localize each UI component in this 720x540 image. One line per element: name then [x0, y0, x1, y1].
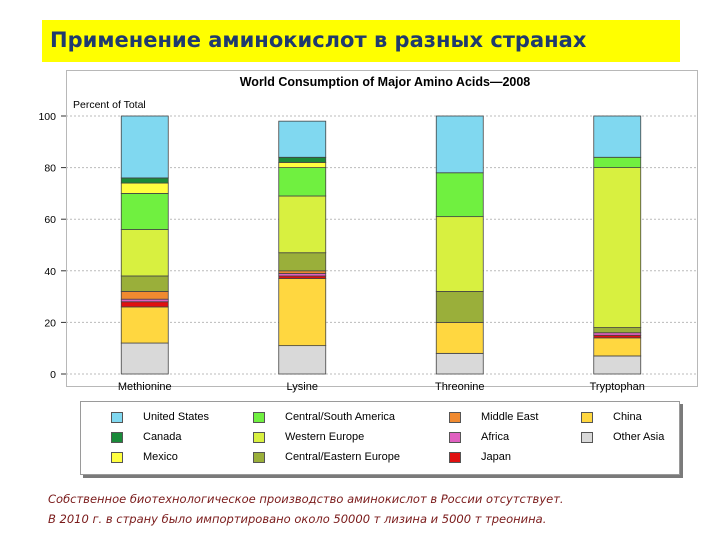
legend-swatch	[111, 452, 123, 463]
bar-segment	[593, 355, 642, 375]
legend-swatch	[449, 432, 461, 443]
legend-swatch	[111, 432, 123, 443]
legend-swatch	[449, 452, 461, 463]
legend-label: United States	[143, 411, 210, 423]
legend-swatch	[581, 432, 593, 443]
legend-swatch	[581, 412, 593, 423]
footnote-line-1: Собственное биотехнологическое производс…	[48, 492, 564, 506]
bar-segment	[120, 115, 169, 179]
bar-segment	[278, 252, 327, 272]
bar-segment	[278, 278, 327, 347]
y-tick-label: 20	[44, 317, 56, 329]
y-tick-label: 60	[44, 214, 56, 226]
bar-segment	[120, 192, 169, 230]
bar-segment	[120, 291, 169, 300]
x-category-label: Methionine	[118, 381, 172, 393]
bar-segment	[120, 306, 169, 344]
bar-segment	[278, 345, 327, 375]
y-tick-label: 80	[44, 163, 56, 175]
legend-label: Western Europe	[285, 431, 365, 443]
legend-swatch	[253, 412, 265, 423]
chart-frame	[66, 70, 698, 387]
x-category-label: Lysine	[287, 381, 318, 393]
legend-label: Central/South America	[285, 411, 396, 423]
bar-segment	[435, 321, 484, 354]
chart-legend: United States Central/South America Middle…	[80, 401, 680, 475]
slide-title-bar: Применение аминокислот в разных странах	[42, 20, 680, 62]
bar-segment	[120, 182, 169, 194]
slide-title: Применение аминокислот в разных странах	[50, 28, 587, 52]
x-category-label: Tryptophan	[590, 381, 645, 393]
legend-label: Central/Eastern Europe	[285, 451, 400, 463]
bar-segment	[120, 342, 169, 375]
bar-segment	[120, 301, 169, 308]
bar-segment	[278, 167, 327, 197]
bar-segment	[120, 177, 169, 184]
bar-segment	[435, 115, 484, 174]
bar-segment	[278, 195, 327, 254]
bar-segment	[278, 156, 327, 163]
legend-label: Africa	[481, 431, 510, 443]
bar-segment	[435, 352, 484, 375]
bar-segment	[120, 229, 169, 277]
bar-segment	[593, 167, 642, 328]
legend-swatch	[449, 412, 461, 423]
stacked-bar-chart: World Consumption of Major Amino Acids—2…	[38, 75, 696, 393]
bar-segment	[435, 172, 484, 218]
legend-swatch	[253, 452, 265, 463]
chart-title: World Consumption of Major Amino Acids—2…	[240, 75, 531, 89]
y-axis-label: Percent of Total	[73, 99, 146, 111]
x-category-label: Threonine	[435, 381, 485, 393]
bar-segment	[593, 327, 642, 334]
legend-swatch	[253, 432, 265, 443]
legend-label: Mexico	[143, 451, 178, 463]
bar-segment	[435, 291, 484, 323]
legend-label: Japan	[481, 451, 511, 463]
bar-segment	[278, 120, 327, 158]
y-tick-label: 40	[44, 266, 56, 278]
legend-label: Canada	[143, 431, 182, 443]
bar-segment	[593, 337, 642, 357]
bar-segment	[278, 162, 327, 169]
legend-swatch	[111, 412, 123, 423]
bar-segment	[593, 115, 642, 158]
bar-segment	[435, 216, 484, 292]
bar-segment	[593, 156, 642, 168]
y-tick-label: 0	[50, 369, 56, 381]
legend-label: China	[613, 411, 642, 423]
y-tick-label: 100	[38, 111, 56, 123]
legend-label: Middle East	[481, 411, 539, 423]
footnote-line-2: В 2010 г. в страну было импортировано ок…	[48, 512, 547, 526]
legend-label: Other Asia	[613, 431, 665, 443]
bar-segment	[120, 275, 169, 292]
